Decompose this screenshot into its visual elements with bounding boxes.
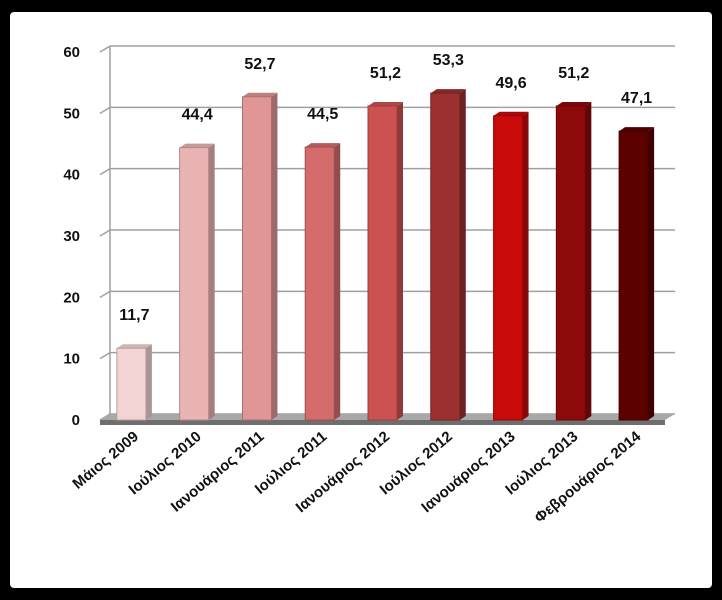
bar-side — [271, 92, 278, 421]
y-tick-label: 0 — [72, 412, 80, 429]
bar-side — [334, 143, 341, 421]
bar — [555, 101, 592, 421]
bar-top — [179, 143, 215, 148]
bar-top — [242, 92, 278, 97]
bar-front — [430, 92, 461, 421]
data-label: 11,7 — [119, 307, 149, 324]
bar-side — [459, 89, 466, 421]
gridline-depth — [99, 45, 111, 53]
bar-front — [116, 347, 147, 421]
data-label: 51,2 — [370, 65, 401, 82]
y-tick-label: 10 — [63, 351, 80, 368]
bar-side — [397, 101, 403, 421]
y-tick-label: 40 — [63, 167, 80, 184]
gridline-depth — [99, 352, 111, 360]
bar-front — [241, 96, 272, 421]
data-label: 53,3 — [433, 52, 464, 69]
bar — [304, 143, 341, 421]
bar — [618, 127, 655, 421]
data-label: 49,6 — [495, 75, 526, 92]
x-category-label: Φεβρουάριος 2014 — [531, 428, 644, 527]
gridline-depth — [99, 106, 111, 114]
data-label: 47,1 — [621, 90, 652, 107]
gridline-depth — [99, 168, 111, 176]
bar-top — [493, 111, 529, 116]
data-label: 52,7 — [244, 56, 275, 73]
bar-front — [179, 147, 210, 421]
data-label: 51,2 — [558, 65, 589, 82]
data-labels: 11,7 44,4 52,7 44,5 51,2 53,3 49,6 51,2 47,1 — [119, 52, 652, 324]
y-axis-ticks: 0 10 20 30 40 50 60 — [63, 44, 80, 429]
bar-front — [555, 105, 586, 421]
bar-front — [367, 105, 398, 421]
bar-front — [618, 130, 649, 421]
bar-top — [430, 89, 466, 94]
floor-front — [100, 420, 665, 425]
bar-top — [305, 143, 341, 148]
bars — [116, 89, 655, 421]
bar — [116, 344, 152, 421]
bar-side — [585, 101, 592, 421]
y-tick-label: 20 — [63, 289, 80, 306]
bar-top — [116, 344, 152, 349]
gridline-depth — [99, 290, 111, 298]
gridline-depth — [99, 229, 111, 237]
y-tick-label: 50 — [63, 105, 80, 122]
bar — [430, 89, 466, 421]
bar-top — [556, 101, 592, 106]
data-label: 44,4 — [182, 107, 213, 124]
bar-side — [208, 143, 215, 420]
bar — [241, 92, 278, 421]
data-label: 44,5 — [307, 106, 338, 123]
y-tick-label: 30 — [63, 228, 80, 245]
bar — [367, 101, 403, 421]
bar-side — [145, 344, 152, 420]
bar-top — [368, 101, 403, 106]
bar-front — [493, 115, 524, 421]
bar-side — [648, 127, 655, 421]
bar — [179, 143, 215, 421]
bar-top — [619, 127, 655, 132]
bar — [493, 111, 529, 421]
bar-front — [304, 146, 335, 421]
y-tick-label: 60 — [63, 44, 80, 61]
bar-side — [522, 111, 529, 420]
